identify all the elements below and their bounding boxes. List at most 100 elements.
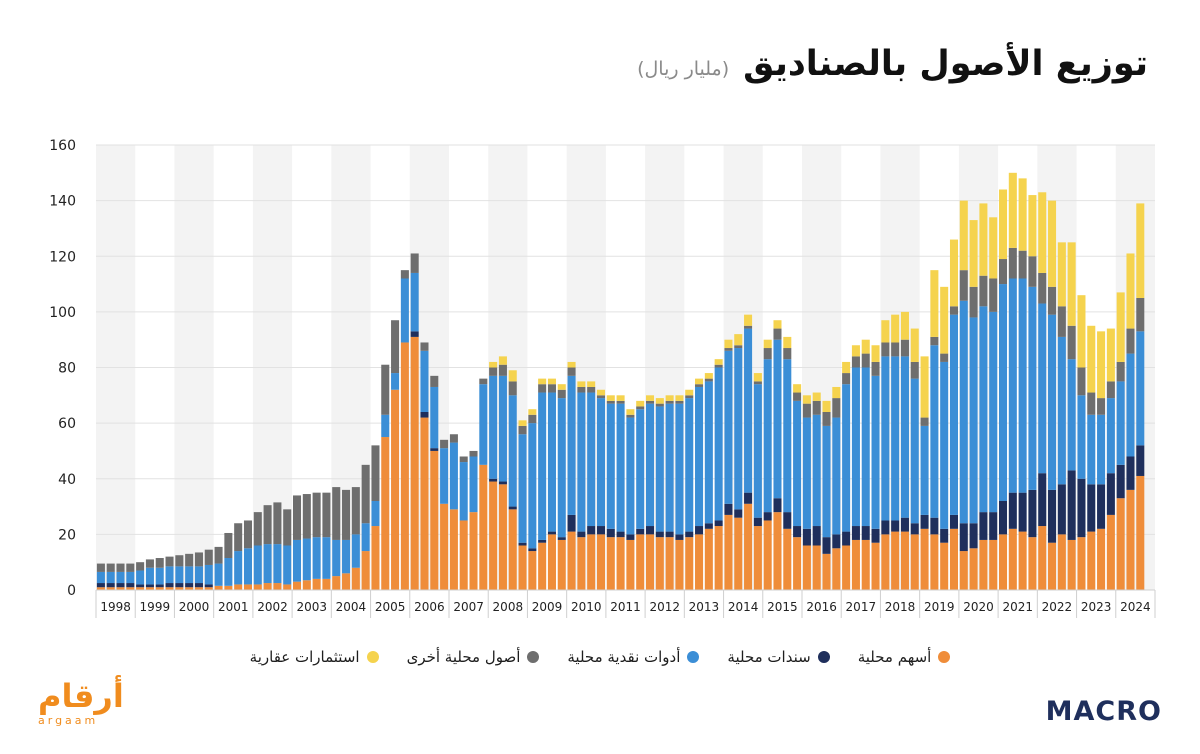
bar-segment-bonds <box>714 520 723 527</box>
bar-segment-other <box>224 532 233 559</box>
bar-segment-bonds <box>606 528 615 538</box>
bar-segment-other <box>253 512 262 546</box>
bar-segment-realestate <box>959 200 968 271</box>
bar-segment-bonds <box>704 523 713 529</box>
bar-segment-money <box>391 373 400 390</box>
bar-segment-money <box>695 386 704 527</box>
bar-segment-money <box>783 359 792 513</box>
bar-segment-other <box>96 563 105 572</box>
legend-item-money: أدوات نقدية محلية <box>567 648 700 666</box>
bar-segment-money <box>1097 414 1106 485</box>
bar-segment-other <box>145 559 154 568</box>
bar-segment-money <box>263 544 272 584</box>
bar-segment-other <box>596 395 606 399</box>
bar-segment-bonds <box>194 583 203 588</box>
bar-segment-bonds <box>763 512 772 521</box>
bar-segment-equities <box>1038 526 1047 590</box>
bar-segment-other <box>871 361 880 376</box>
x-tick-label: 2013 <box>689 600 720 614</box>
bar-segment-equities <box>930 534 939 590</box>
bar-segment-money <box>645 403 655 527</box>
bar-segment-bonds <box>430 448 439 451</box>
bar-segment-equities <box>861 539 870 590</box>
bar-segment-bonds <box>185 583 194 588</box>
y-tick-label: 80 <box>58 361 76 377</box>
bar-segment-equities <box>283 584 292 590</box>
bar-segment-equities <box>469 512 478 590</box>
bar-segment-realestate <box>1097 331 1106 399</box>
x-tick-label: 2024 <box>1120 600 1151 614</box>
bar-segment-money <box>577 392 586 532</box>
title-block: توزيع الأصول بالصناديق (مليار ريال) <box>637 44 1148 84</box>
bar-segment-money <box>744 328 753 493</box>
bar-segment-equities <box>949 528 959 590</box>
bar-segment-money <box>822 425 831 538</box>
bar-segment-bonds <box>645 526 655 535</box>
y-tick-label: 40 <box>58 472 76 488</box>
bar-segment-other <box>567 367 576 376</box>
bar-segment-bonds <box>695 526 704 535</box>
bar-segment-equities <box>773 512 782 590</box>
bar-segment-equities <box>822 553 831 590</box>
bar-segment-equities <box>714 526 723 590</box>
bar-segment-money <box>832 417 841 535</box>
bar-segment-equities <box>616 537 625 590</box>
y-tick-label: 100 <box>49 305 76 321</box>
bar-segment-other <box>342 489 351 540</box>
bar-segment-realestate <box>577 381 586 387</box>
bar-segment-other <box>214 546 223 564</box>
bar-segment-equities <box>440 503 449 590</box>
bar-segment-other <box>695 384 704 387</box>
bar-segment-other <box>292 495 302 540</box>
bar-segment-realestate <box>842 361 851 374</box>
bar-segment-other <box>675 400 684 404</box>
bar-segment-money <box>371 501 380 527</box>
bar-segment-equities <box>351 567 360 590</box>
bar-segment-other <box>126 563 135 572</box>
bar-segment-equities <box>116 587 125 590</box>
x-tick-label: 2021 <box>1002 600 1033 614</box>
bar-segment-equities <box>1008 528 1017 590</box>
bar-segment-money <box>1087 414 1096 485</box>
bar-segment-other <box>1018 250 1027 279</box>
chart-title: توزيع الأصول بالصناديق <box>743 44 1148 84</box>
bar-segment-bonds <box>910 523 919 535</box>
bar-segment-money <box>106 571 115 584</box>
bar-segment-realestate <box>528 409 537 415</box>
bar-segment-equities <box>302 580 311 590</box>
bar-segment-realestate <box>773 320 782 329</box>
bar-segment-equities <box>1136 475 1145 590</box>
bar-segment-money <box>273 544 282 584</box>
bar-segment-realestate <box>832 386 841 399</box>
bar-segment-other <box>440 439 449 449</box>
bar-segment-equities <box>1018 531 1027 590</box>
bar-segment-realestate <box>1038 192 1047 273</box>
bar-segment-equities <box>881 534 890 590</box>
bar-segment-money <box>459 462 468 521</box>
bar-segment-equities <box>812 545 821 590</box>
bar-segment-bonds <box>587 526 596 535</box>
bar-segment-equities <box>567 531 576 590</box>
bar-segment-realestate <box>547 378 556 385</box>
x-tick-label: 2019 <box>924 600 955 614</box>
bar-segment-other <box>332 487 341 540</box>
legend-swatch <box>938 651 951 663</box>
bar-segment-equities <box>371 526 380 590</box>
bar-segment-equities <box>224 585 233 590</box>
bar-segment-realestate <box>734 334 743 346</box>
bar-segment-other <box>430 375 439 387</box>
bar-segment-realestate <box>998 189 1008 260</box>
bar-segment-bonds <box>665 531 674 538</box>
bar-segment-realestate <box>891 314 900 343</box>
bar-segment-money <box>518 434 527 543</box>
bar-segment-money <box>1126 353 1135 457</box>
bar-segment-bonds <box>567 514 576 532</box>
bar-segment-other <box>714 364 723 368</box>
bar-segment-bonds <box>126 583 135 588</box>
bar-segment-equities <box>1097 528 1106 590</box>
bar-segment-bonds <box>489 478 498 482</box>
x-tick-label: 1998 <box>100 600 131 614</box>
bar-segment-money <box>332 539 341 577</box>
bar-segment-money <box>440 448 449 504</box>
legend-label: أسهم محلية <box>857 648 932 666</box>
